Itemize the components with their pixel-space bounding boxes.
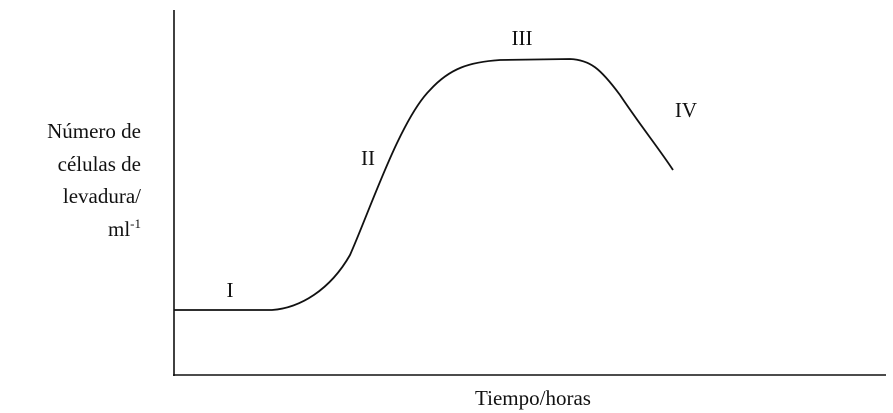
y-axis-label-line: ml-1	[108, 216, 141, 241]
phase-label: II	[361, 146, 375, 170]
phase-label: III	[512, 26, 533, 50]
y-axis-label-line: células de	[58, 152, 141, 176]
y-axis-label-line: Número de	[47, 119, 141, 143]
unit-sup: -1	[130, 216, 141, 231]
x-axis-label: Tiempo/horas	[475, 386, 591, 410]
unit-base: ml	[108, 217, 130, 241]
y-axis-label-line: levadura/	[63, 184, 141, 208]
growth-curve	[174, 58, 674, 311]
phase-label: IV	[675, 98, 697, 122]
phase-label: I	[227, 278, 234, 302]
